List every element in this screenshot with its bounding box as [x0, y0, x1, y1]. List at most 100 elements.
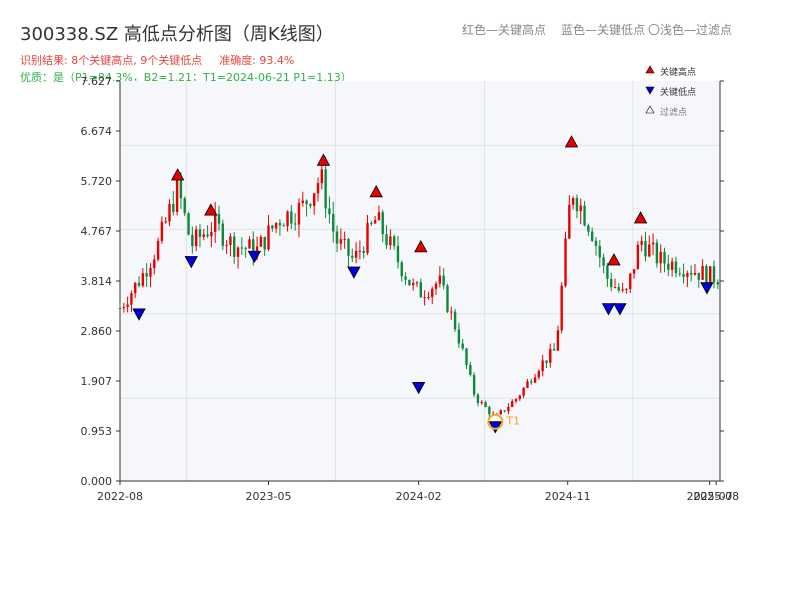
candle-body	[271, 225, 274, 229]
candle-body	[663, 251, 666, 264]
candle-body	[549, 348, 552, 363]
y-tick-label: 0.000	[81, 475, 113, 488]
y-tick-label: 1.907	[81, 375, 113, 388]
candle-body	[602, 257, 605, 266]
candle-body	[579, 205, 582, 212]
candle-body	[381, 212, 384, 235]
candle-body	[526, 381, 529, 388]
candle-body	[419, 282, 423, 298]
candle-body	[210, 231, 213, 237]
key-high-marker	[414, 240, 428, 253]
key-high-marker	[369, 184, 383, 198]
candle-body	[290, 211, 293, 224]
candle-body	[373, 220, 377, 224]
candle-body	[427, 296, 430, 298]
summary-line: 识别结果: 8个关键高点, 9个关键低点 准确度: 93.4%	[20, 52, 294, 68]
candle-body	[503, 410, 506, 412]
candle-body	[469, 364, 472, 375]
candle-body	[625, 289, 628, 291]
candle-body	[461, 343, 464, 349]
candle-body	[545, 360, 548, 363]
candle-body	[480, 402, 483, 404]
candle-body	[709, 266, 712, 286]
candle-body	[301, 200, 304, 204]
key-high-marker	[633, 211, 648, 224]
header-legend-red: 红色—关键高点	[462, 23, 547, 37]
candle-body	[164, 221, 167, 223]
candle-body	[530, 381, 533, 383]
quality-line: 优质：是（P1=84.3%，B2=1.21；T1=2024-06-21 P1=1…	[20, 71, 352, 84]
candle-body	[564, 238, 567, 286]
summary-result: 识别结果: 8个关键高点, 9个关键低点	[20, 54, 203, 67]
candle-body	[213, 213, 217, 232]
candle-body	[130, 293, 133, 305]
candle-body	[312, 193, 316, 206]
candle-body	[621, 289, 624, 291]
candle-body	[484, 402, 487, 408]
candle-body	[392, 236, 396, 246]
candle-body	[689, 273, 693, 275]
candle-body	[511, 401, 514, 407]
candle-body	[701, 266, 704, 280]
candle-body	[590, 231, 594, 241]
candle-body	[305, 200, 308, 205]
key-high-marker	[607, 253, 621, 266]
key-low-marker	[613, 303, 627, 316]
candle-body	[278, 223, 282, 226]
candle-body	[617, 287, 621, 291]
candle-body	[648, 244, 651, 257]
summary-accuracy: 准确度: 93.4%	[219, 54, 295, 67]
candle-body	[472, 374, 476, 395]
y-tick-label: 6.674	[81, 125, 113, 138]
legend-low-icon	[645, 86, 655, 95]
candle-body	[415, 282, 419, 284]
candle-body	[594, 240, 598, 246]
candle-body	[606, 265, 609, 279]
y-tick-label: 5.720	[81, 175, 113, 188]
t1-label: T1	[505, 415, 520, 428]
candle-body	[145, 273, 148, 277]
candle-body	[629, 273, 632, 290]
candle-body	[655, 242, 659, 264]
candle-body	[541, 360, 544, 372]
header-legend-blue: 蓝色—关键低点	[561, 23, 646, 37]
candle-body	[697, 272, 700, 280]
candle-body	[267, 225, 270, 250]
candle-body	[465, 348, 468, 365]
candle-body	[613, 287, 617, 289]
x-tick-label: 2024-02	[396, 490, 442, 503]
candle-body	[575, 198, 579, 212]
candle-body	[396, 245, 400, 263]
candle-body	[598, 245, 601, 258]
plot-area	[120, 81, 720, 481]
candle-body	[343, 238, 346, 240]
candle-body	[571, 198, 575, 205]
candle-body	[225, 244, 228, 246]
candle-body	[172, 203, 175, 212]
candle-body	[274, 223, 278, 229]
candle-body	[335, 231, 339, 244]
candle-body	[252, 239, 255, 258]
legend-filtered-label: 过滤点	[660, 106, 687, 118]
candle-body	[179, 177, 183, 199]
candle-body	[518, 395, 522, 399]
candle-body	[309, 204, 312, 206]
x-tick-label: 2025-08	[693, 490, 739, 503]
legend-high-icon	[645, 65, 655, 74]
candle-body	[141, 273, 145, 286]
candle-body	[183, 198, 186, 214]
candle-body	[351, 255, 354, 258]
candle-body	[537, 371, 541, 378]
candle-body	[568, 204, 571, 239]
candle-body	[206, 234, 209, 237]
candle-body	[153, 259, 156, 269]
candle-body	[408, 279, 411, 286]
candle-body	[670, 261, 674, 270]
candle-body	[233, 236, 236, 257]
candle-body	[678, 273, 681, 275]
candle-body	[118, 307, 122, 309]
candle-body	[187, 213, 190, 235]
candle-body	[514, 398, 518, 402]
candle-body	[412, 282, 415, 286]
key-high-marker	[316, 153, 331, 166]
